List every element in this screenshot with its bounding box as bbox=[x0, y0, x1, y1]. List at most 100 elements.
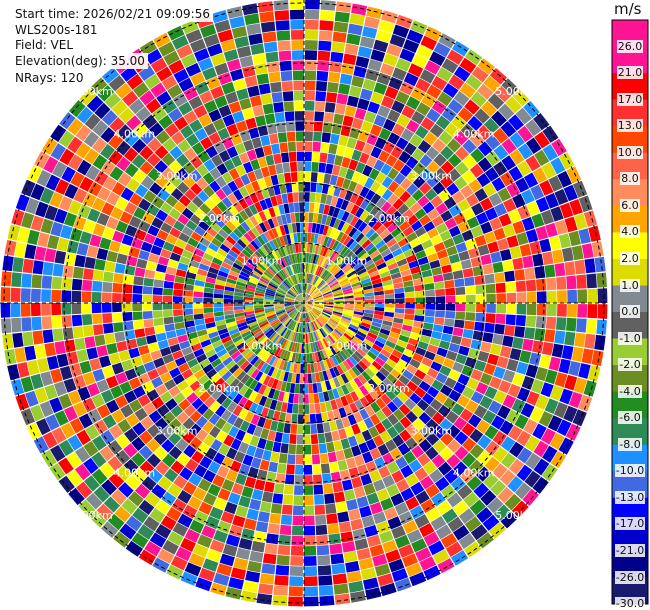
velocity-cell bbox=[533, 440, 549, 458]
velocity-cell bbox=[264, 304, 274, 307]
velocity-cell bbox=[245, 313, 255, 319]
velocity-cell bbox=[36, 418, 51, 436]
velocity-cell bbox=[233, 189, 244, 201]
velocity-cell bbox=[464, 276, 475, 287]
velocity-cell bbox=[301, 283, 303, 293]
velocity-cell bbox=[234, 288, 245, 294]
velocity-cell bbox=[329, 216, 337, 228]
velocity-cell bbox=[490, 343, 502, 356]
velocity-cell bbox=[287, 277, 294, 286]
velocity-cell bbox=[68, 487, 85, 506]
velocity-cell bbox=[202, 408, 215, 421]
velocity-cell bbox=[476, 507, 493, 523]
velocity-cell bbox=[218, 443, 230, 456]
velocity-cell bbox=[162, 539, 179, 555]
velocity-cell bbox=[184, 352, 196, 363]
velocity-cell bbox=[142, 294, 153, 303]
velocity-cell bbox=[289, 434, 297, 444]
velocity-cell bbox=[322, 359, 329, 370]
velocity-cell bbox=[520, 402, 535, 418]
velocity-cell bbox=[317, 50, 331, 62]
velocity-cell bbox=[424, 309, 435, 317]
velocity-cell bbox=[387, 262, 398, 271]
velocity-cell bbox=[304, 303, 306, 313]
velocity-cell bbox=[249, 275, 259, 283]
velocity-cell bbox=[234, 309, 244, 314]
velocity-cell bbox=[279, 314, 288, 321]
velocity-cell bbox=[304, 434, 311, 445]
velocity-cell bbox=[58, 130, 75, 148]
velocity-cell bbox=[291, 310, 298, 319]
velocity-cell bbox=[312, 264, 317, 275]
velocity-cell bbox=[213, 452, 226, 465]
velocity-cell bbox=[288, 254, 294, 265]
velocity-cell bbox=[512, 257, 524, 270]
velocity-cell bbox=[71, 278, 83, 291]
velocity-cell bbox=[262, 31, 277, 43]
velocity-cell bbox=[425, 146, 440, 160]
velocity-cell bbox=[349, 379, 359, 391]
velocity-cell bbox=[221, 409, 232, 422]
velocity-cell bbox=[204, 198, 216, 210]
velocity-cell bbox=[266, 313, 277, 320]
velocity-sectors bbox=[0, 0, 608, 607]
velocity-cell bbox=[349, 127, 361, 140]
velocity-cell bbox=[228, 328, 240, 336]
velocity-cell bbox=[439, 256, 451, 267]
velocity-cell bbox=[50, 143, 66, 161]
velocity-cell bbox=[466, 475, 482, 491]
velocity-cell bbox=[390, 384, 402, 396]
velocity-cell bbox=[144, 326, 156, 336]
velocity-cell bbox=[61, 166, 76, 183]
velocity-cell bbox=[101, 521, 119, 538]
velocity-cell bbox=[299, 253, 302, 263]
velocity-cell bbox=[198, 113, 212, 128]
velocity-cell bbox=[283, 256, 290, 266]
velocity-cell bbox=[183, 284, 194, 291]
velocity-cell bbox=[296, 253, 300, 263]
velocity-cell bbox=[286, 294, 295, 299]
velocity-cell bbox=[222, 239, 234, 250]
velocity-cell bbox=[475, 212, 489, 225]
velocity-cell bbox=[255, 311, 265, 316]
velocity-cell bbox=[269, 318, 279, 325]
velocity-cell bbox=[244, 310, 255, 316]
velocity-cell bbox=[376, 262, 387, 270]
velocity-cell bbox=[200, 257, 212, 267]
velocity-cell bbox=[251, 343, 261, 353]
velocity-cell bbox=[333, 186, 342, 197]
velocity-cell bbox=[311, 444, 320, 455]
velocity-cell bbox=[225, 220, 237, 232]
velocity-cell bbox=[454, 319, 465, 329]
velocity-cell bbox=[232, 515, 246, 528]
velocity-cell bbox=[370, 401, 381, 413]
velocity-cell bbox=[364, 303, 375, 307]
velocity-cell bbox=[211, 389, 223, 401]
velocity-cell bbox=[469, 428, 484, 443]
velocity-cell bbox=[190, 363, 202, 374]
velocity-cell bbox=[366, 492, 380, 505]
velocity-cell bbox=[433, 274, 444, 283]
velocity-cell bbox=[271, 277, 281, 285]
velocity-cell bbox=[375, 239, 386, 250]
velocity-cell bbox=[125, 515, 143, 532]
velocity-cell bbox=[400, 128, 415, 142]
velocity-cell bbox=[154, 271, 166, 281]
velocity-cell bbox=[257, 1, 274, 13]
velocity-cell bbox=[336, 364, 344, 375]
velocity-cell bbox=[390, 272, 402, 280]
velocity-cell bbox=[279, 370, 286, 381]
velocity-cell bbox=[278, 412, 287, 423]
velocity-cell bbox=[304, 296, 312, 303]
velocity-cell bbox=[233, 354, 244, 364]
velocity-cell bbox=[295, 303, 304, 309]
velocity-cell bbox=[334, 328, 343, 337]
velocity-cell bbox=[397, 391, 409, 403]
velocity-cell bbox=[563, 184, 578, 202]
velocity-cell bbox=[328, 533, 341, 545]
velocity-cell bbox=[233, 557, 249, 570]
velocity-cell bbox=[421, 328, 433, 337]
velocity-cell bbox=[243, 296, 254, 301]
velocity-cell bbox=[238, 495, 251, 508]
velocity-cell bbox=[52, 263, 64, 277]
